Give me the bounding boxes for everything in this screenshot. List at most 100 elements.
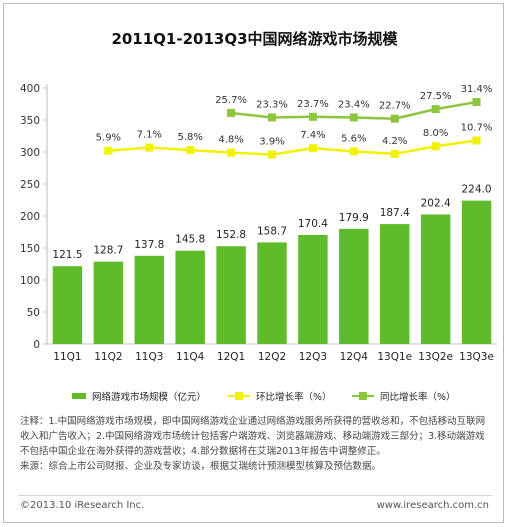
x-tick-label: 12Q1 bbox=[217, 351, 245, 363]
yoy-data-label: 27.5% bbox=[420, 91, 452, 102]
legend-bar-swatch bbox=[72, 393, 86, 399]
y-tick-label: 400 bbox=[20, 83, 40, 95]
legend-item-qoq: 环比增长率（%） bbox=[228, 389, 332, 403]
x-tick-label: 12Q3 bbox=[299, 351, 327, 363]
legend-qoq-swatch bbox=[228, 392, 250, 400]
qoq-data-label: 8.0% bbox=[423, 128, 448, 139]
x-tick-label: 13Q2e bbox=[418, 351, 453, 363]
x-tick-label: 12Q2 bbox=[258, 351, 286, 363]
qoq-point bbox=[186, 146, 195, 155]
chart-plot: 121.5 128.7 137.8 145.8 152.8 158.7 170.4 179.9… bbox=[20, 83, 497, 363]
bar bbox=[52, 266, 83, 344]
yoy-data-label: 23.3% bbox=[256, 99, 288, 110]
qoq-line bbox=[108, 139, 477, 156]
qoq-point bbox=[104, 146, 113, 155]
footer-copyright: ©2013.10 iResearch Inc. bbox=[20, 500, 145, 511]
qoq-data-label: 4.2% bbox=[382, 136, 407, 147]
yoy-point bbox=[390, 114, 399, 123]
qoq-data-label: 7.4% bbox=[300, 130, 325, 141]
x-tick-label: 11Q3 bbox=[135, 351, 163, 363]
chart-notes: 注释：1.中国网络游戏市场规模，即中国网络游戏企业通过网络游戏服务所获得的营收总… bbox=[20, 414, 492, 474]
y-tick-label: 350 bbox=[20, 115, 40, 127]
bar bbox=[216, 246, 246, 344]
qoq-data-label: 5.6% bbox=[341, 133, 366, 144]
bar bbox=[380, 224, 410, 344]
y-tick-label: 100 bbox=[20, 275, 40, 287]
x-tick-label: 13Q3e bbox=[459, 351, 494, 363]
legend-bar-label: 网络游戏市场规模（亿元） bbox=[92, 392, 207, 403]
footer-website: www.iresearch.com.cn bbox=[376, 500, 489, 511]
bar-value-label: 170.4 bbox=[298, 218, 328, 230]
qoq-data-label: 4.8% bbox=[218, 135, 243, 146]
yoy-point bbox=[268, 113, 276, 122]
qoq-point bbox=[145, 143, 154, 152]
y-tick-label: 150 bbox=[20, 243, 40, 255]
note-source: 来源：综合上市公司财报、企业及专家访谈，根据艾瑞统计预测模型核算及预估数据。 bbox=[20, 461, 382, 472]
x-tick-label: 11Q4 bbox=[176, 351, 205, 363]
legend-yoy-label: 同比增长率（%） bbox=[380, 392, 456, 403]
footer-divider bbox=[18, 495, 493, 496]
chart-frame bbox=[3, 3, 504, 523]
yoy-point bbox=[308, 112, 317, 121]
qoq-point bbox=[268, 150, 276, 159]
bar bbox=[93, 261, 124, 344]
line-series: 5.9% 7.1% 5.8% 4.8% 3.9% 7.4% 5.6% 4.2% 8.0% 10.7… bbox=[96, 84, 493, 159]
bar bbox=[339, 228, 369, 344]
qoq-data-label: 5.9% bbox=[96, 133, 121, 144]
qoq-point bbox=[227, 148, 236, 157]
x-tick-label: 11Q2 bbox=[94, 351, 122, 363]
y-tick-labels: 0 50 100 150 200 250 300 350 400 bbox=[20, 83, 40, 351]
bar-value-label: 152.8 bbox=[216, 229, 246, 241]
note-annotation: 注释：1.中国网络游戏市场规模，即中国网络游戏企业通过网络游戏服务所获得的营收总… bbox=[20, 416, 486, 457]
bar bbox=[420, 214, 451, 344]
yoy-data-label: 23.4% bbox=[338, 99, 370, 110]
bar-value-label: 128.7 bbox=[93, 245, 123, 257]
qoq-data-label: 10.7% bbox=[461, 122, 493, 133]
qoq-point bbox=[349, 147, 358, 156]
yoy-data-label: 22.7% bbox=[379, 101, 411, 112]
legend-item-yoy: 同比增长率（%） bbox=[352, 389, 456, 403]
y-tick-label: 250 bbox=[20, 179, 40, 191]
yoy-point bbox=[227, 108, 236, 117]
legend-yoy-swatch bbox=[352, 392, 374, 400]
qoq-data-label: 7.1% bbox=[137, 130, 162, 141]
bar-value-label: 137.8 bbox=[134, 239, 164, 251]
bar-value-label: 145.8 bbox=[175, 234, 205, 246]
bar bbox=[298, 234, 328, 344]
yoy-data-label: 23.7% bbox=[297, 99, 329, 110]
qoq-point bbox=[390, 149, 399, 158]
yoy-data-label: 25.7% bbox=[215, 95, 247, 106]
y-tick-label: 0 bbox=[33, 339, 40, 351]
bar-value-label: 158.7 bbox=[257, 225, 287, 237]
bar-series bbox=[52, 200, 492, 344]
qoq-data-label: 3.9% bbox=[259, 137, 284, 148]
y-tick-label: 200 bbox=[20, 211, 40, 223]
yoy-data-label: 31.4% bbox=[461, 84, 493, 95]
yoy-point bbox=[349, 113, 358, 122]
bar-value-label: 224.0 bbox=[462, 184, 492, 196]
qoq-data-label: 5.8% bbox=[177, 132, 202, 143]
y-tick-label: 50 bbox=[27, 307, 40, 319]
yoy-point bbox=[472, 98, 481, 107]
x-tick-label: 11Q1 bbox=[53, 351, 81, 363]
bar-value-label: 187.4 bbox=[380, 207, 410, 219]
bar-value-label: 179.9 bbox=[339, 212, 369, 224]
bar bbox=[257, 242, 287, 344]
bar-value-label: 121.5 bbox=[52, 249, 82, 261]
qoq-point bbox=[308, 144, 317, 153]
x-tick-labels: 11Q1 11Q2 11Q3 11Q4 12Q1 12Q2 12Q3 12Q4 13Q1e 13Q… bbox=[53, 351, 494, 363]
bar bbox=[461, 200, 492, 344]
qoq-point bbox=[431, 142, 440, 151]
x-tick-label: 12Q4 bbox=[340, 351, 369, 363]
x-tick-label: 13Q1e bbox=[377, 351, 412, 363]
qoq-point bbox=[472, 136, 481, 145]
bar-value-label: 202.4 bbox=[421, 197, 451, 209]
legend-item-bar: 网络游戏市场规模（亿元） bbox=[72, 389, 206, 403]
yoy-point bbox=[431, 105, 440, 114]
legend-qoq-label: 环比增长率（%） bbox=[256, 392, 332, 403]
bar bbox=[175, 250, 205, 344]
chart-legend: 网络游戏市场规模（亿元） 环比增长率（%） 同比增长率（%） bbox=[0, 389, 509, 405]
bar-value-labels: 121.5 128.7 137.8 145.8 152.8 158.7 170.4 179.9… bbox=[52, 184, 491, 262]
chart-title: 2011Q1-2013Q3中国网络游戏市场规模 bbox=[111, 30, 398, 48]
y-tick-label: 300 bbox=[20, 147, 40, 159]
